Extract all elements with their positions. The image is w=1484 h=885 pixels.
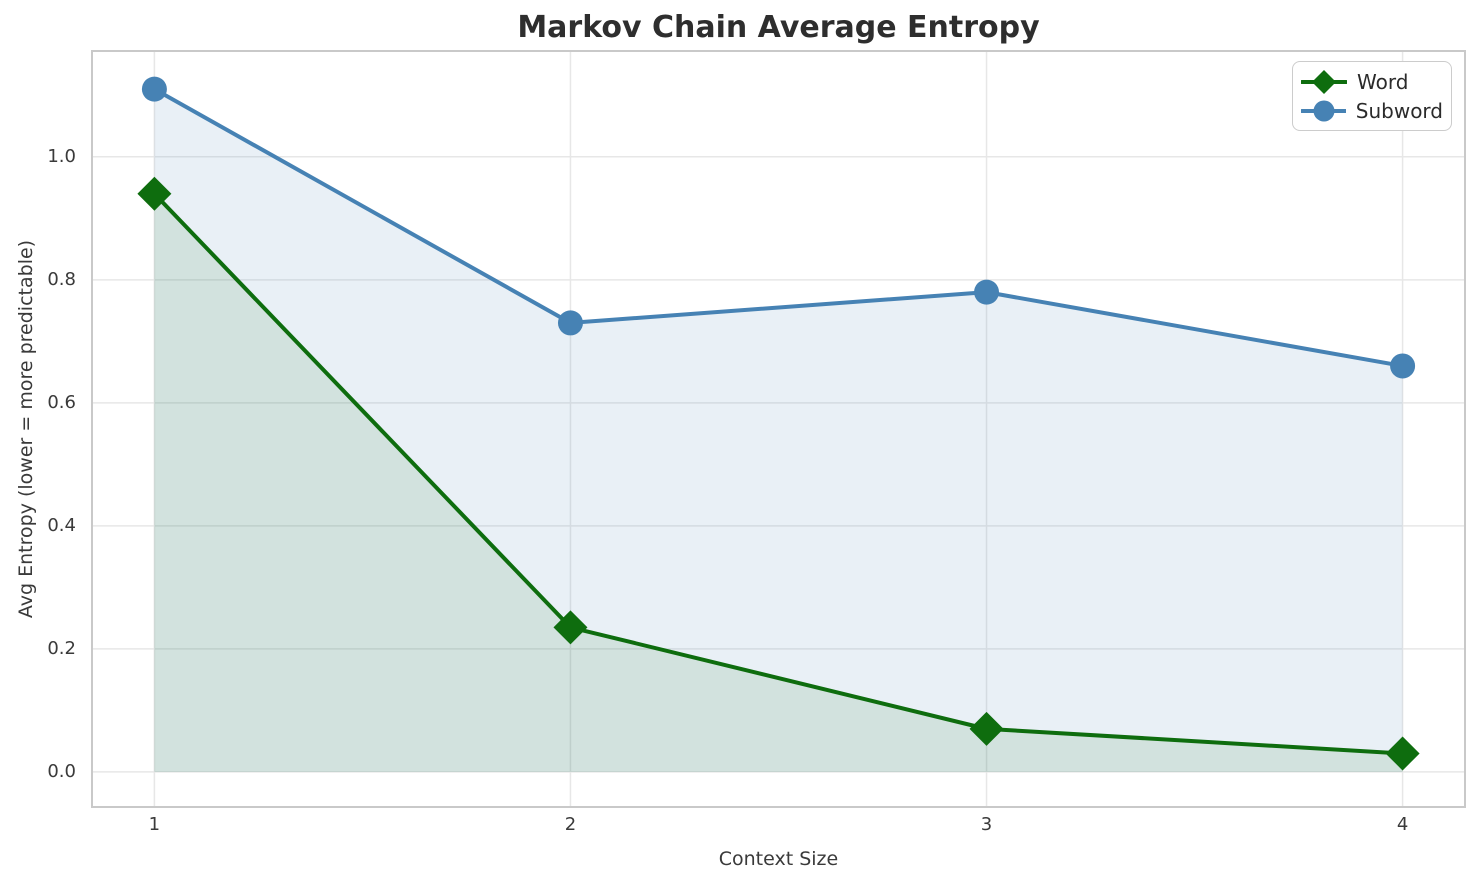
- series-line-word: [152, 191, 1405, 756]
- y-tick-label: 0.6: [47, 391, 76, 413]
- y-tick-label: 0.0: [47, 760, 76, 782]
- data-point-subword: [1390, 353, 1416, 379]
- data-point-subword: [141, 76, 167, 102]
- data-point-subword: [974, 279, 1000, 305]
- area-fill-subword: [154, 89, 1403, 772]
- data-point-word: [137, 176, 172, 211]
- x-tick-label: 2: [564, 814, 577, 835]
- data-point-subword: [557, 310, 583, 336]
- circle-icon: [1301, 100, 1346, 121]
- chart-title: Markov Chain Average Entropy: [517, 10, 1040, 45]
- data-point-word: [1385, 736, 1420, 771]
- series-line-subword: [152, 87, 1405, 368]
- legend-label-word: Word: [1357, 69, 1409, 94]
- x-tick-label: 4: [1396, 814, 1409, 835]
- legend-entry-word: Word: [1301, 67, 1443, 96]
- diamond-icon: [1301, 69, 1347, 94]
- data-point-word: [969, 711, 1004, 746]
- area-fill-word: [154, 193, 1403, 772]
- x-tick-label: 1: [148, 814, 161, 835]
- y-tick-label: 0.4: [47, 514, 76, 536]
- y-tick-label: 0.2: [47, 637, 76, 659]
- legend-label-subword: Subword: [1355, 98, 1443, 123]
- y-tick-label: 1.0: [47, 145, 76, 167]
- data-point-word: [553, 610, 588, 645]
- y-tick-label: 0.8: [47, 268, 76, 290]
- axes-spines: [91, 50, 1466, 808]
- x-tick-label: 3: [980, 814, 993, 835]
- x-axis-label: Context Size: [718, 848, 839, 870]
- legend-entry-subword: Subword: [1301, 96, 1443, 125]
- legend: Word Subword: [1292, 61, 1452, 131]
